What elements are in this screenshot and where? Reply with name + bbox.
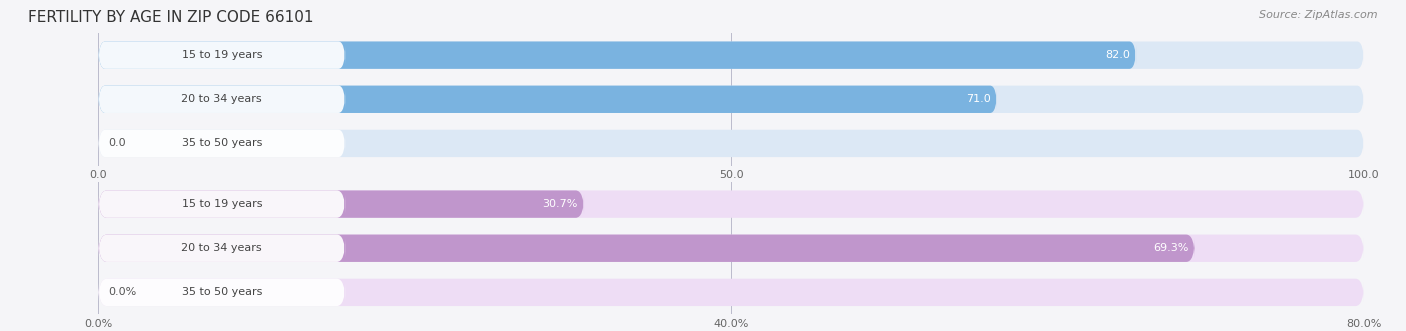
FancyBboxPatch shape xyxy=(98,41,1136,69)
Text: 20 to 34 years: 20 to 34 years xyxy=(181,94,262,104)
FancyBboxPatch shape xyxy=(98,190,583,218)
Text: Source: ZipAtlas.com: Source: ZipAtlas.com xyxy=(1260,10,1378,20)
Text: 0.0%: 0.0% xyxy=(108,287,136,297)
FancyBboxPatch shape xyxy=(98,279,346,306)
Text: 35 to 50 years: 35 to 50 years xyxy=(181,138,262,148)
FancyBboxPatch shape xyxy=(98,190,346,218)
FancyBboxPatch shape xyxy=(98,235,346,262)
Text: 30.7%: 30.7% xyxy=(543,199,578,209)
Text: 82.0: 82.0 xyxy=(1105,50,1130,60)
FancyBboxPatch shape xyxy=(98,41,346,69)
Text: 0.0: 0.0 xyxy=(108,138,127,148)
FancyBboxPatch shape xyxy=(98,190,1364,218)
FancyBboxPatch shape xyxy=(98,130,346,157)
Text: 15 to 19 years: 15 to 19 years xyxy=(181,50,262,60)
FancyBboxPatch shape xyxy=(98,86,997,113)
FancyBboxPatch shape xyxy=(98,86,346,113)
FancyBboxPatch shape xyxy=(98,235,1364,262)
Text: 69.3%: 69.3% xyxy=(1153,243,1188,253)
FancyBboxPatch shape xyxy=(98,235,1195,262)
FancyBboxPatch shape xyxy=(98,279,1364,306)
Text: FERTILITY BY AGE IN ZIP CODE 66101: FERTILITY BY AGE IN ZIP CODE 66101 xyxy=(28,10,314,25)
FancyBboxPatch shape xyxy=(98,41,1364,69)
Text: 35 to 50 years: 35 to 50 years xyxy=(181,287,262,297)
FancyBboxPatch shape xyxy=(98,130,1364,157)
Text: 71.0: 71.0 xyxy=(966,94,990,104)
Text: 20 to 34 years: 20 to 34 years xyxy=(181,243,262,253)
FancyBboxPatch shape xyxy=(98,86,1364,113)
Text: 15 to 19 years: 15 to 19 years xyxy=(181,199,262,209)
